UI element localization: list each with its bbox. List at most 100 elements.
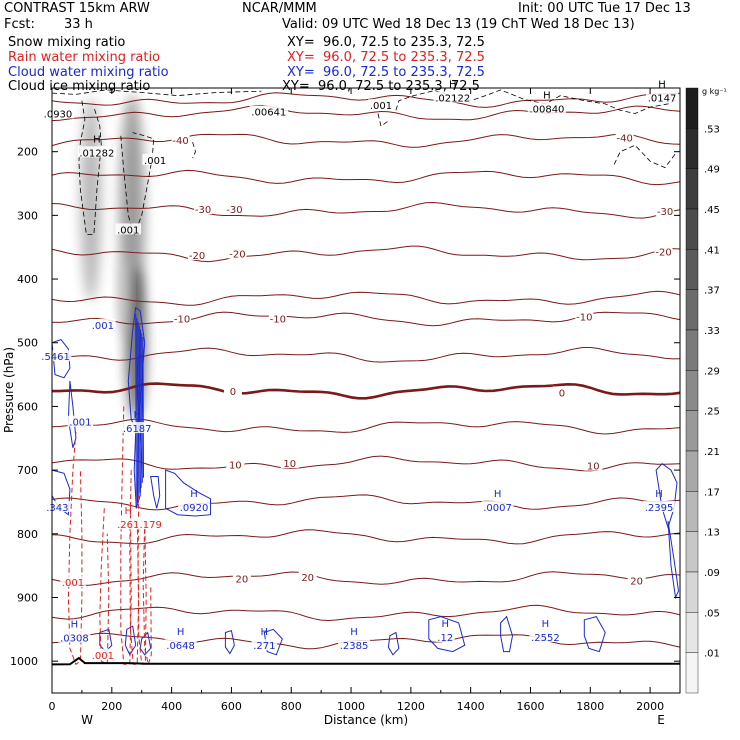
east-label: E — [657, 713, 665, 727]
colorbar-segment — [685, 612, 699, 653]
temperature-label-bg — [223, 385, 242, 397]
cloud-water-core — [136, 317, 139, 504]
ice-contour — [395, 89, 678, 114]
annotation-bg — [67, 415, 94, 427]
high-marker: H — [658, 80, 666, 91]
high-marker: H — [133, 410, 141, 421]
high-marker: H — [124, 506, 132, 517]
fcst-label: Fcst: — [4, 17, 35, 32]
colorbar-label: .49 — [704, 165, 720, 176]
temperature-label-bg — [584, 459, 603, 471]
ice-contour — [377, 113, 391, 127]
high-marker: H — [543, 90, 551, 101]
temperature-label-bg — [171, 134, 190, 146]
annotation-bg — [251, 639, 278, 651]
cloud-water-contour — [67, 380, 77, 448]
extremum-value: .0930 — [44, 109, 73, 120]
snow-shading-area — [117, 259, 130, 337]
x-tick-label: 1200 — [397, 700, 425, 713]
colorbar-label: .41 — [704, 245, 720, 256]
x-tick-label: 1800 — [576, 700, 604, 713]
temperature-contour — [51, 201, 681, 219]
temperature-label: 20 — [236, 574, 249, 585]
cloud-water-core — [137, 321, 140, 499]
annotation-bg — [44, 501, 71, 513]
ice-contour — [613, 144, 678, 169]
temperature-label: -20 — [229, 250, 245, 261]
extremum-value: .001 — [92, 651, 114, 662]
rain-contour — [120, 406, 132, 665]
annotation-bg — [137, 518, 164, 530]
temperature-label-bg — [232, 572, 251, 584]
annotation-bg — [121, 422, 154, 434]
cloud-water-contour — [124, 625, 137, 656]
annotation-bg — [368, 99, 394, 111]
annotation-bg — [115, 223, 142, 235]
annotation-bg — [529, 630, 562, 642]
extremum-value: .00641 — [251, 108, 286, 119]
colorbar-segment — [685, 168, 699, 210]
cloud-water-core — [138, 325, 141, 494]
colorbar-label: .17 — [704, 487, 720, 498]
high-marker: H — [449, 80, 457, 91]
cloud-water-contour — [667, 521, 680, 600]
ice-contour — [51, 89, 262, 97]
cloud-water-contour — [51, 339, 71, 379]
annotation-bg — [646, 91, 679, 103]
cloud-water-core — [135, 314, 137, 509]
colorbar-label: .05 — [704, 608, 720, 619]
temperature-label-bg — [615, 131, 634, 143]
colorbar-segment — [685, 370, 699, 411]
colorbar-segment — [685, 329, 699, 371]
ice-contour — [192, 141, 196, 159]
colorbar-unit: g kg⁻¹ — [702, 87, 727, 96]
y-tick-label: 1000 — [10, 655, 38, 668]
temperature-label: 10 — [283, 459, 296, 470]
temperature-label: -40 — [172, 136, 188, 147]
x-tick-label: 200 — [101, 700, 122, 713]
annotation-bg — [643, 501, 676, 513]
colorbar-segment — [685, 87, 699, 129]
x-tick-label: 0 — [49, 700, 56, 713]
temperature-contour — [51, 104, 681, 122]
rain-contour — [67, 431, 83, 666]
temperature-label: 20 — [301, 573, 314, 584]
colorbar-segment — [685, 289, 699, 331]
colorbar-label: .29 — [704, 366, 720, 377]
extremum-value: .0007 — [483, 503, 512, 514]
colorbar-label: .45 — [704, 205, 720, 216]
colorbar-label: .09 — [704, 568, 720, 579]
field-name-cloud-water: Cloud water mixing ratio — [8, 65, 169, 80]
colorbar-segment — [685, 450, 699, 492]
temperature-contour — [51, 169, 681, 186]
temperature-contour — [51, 494, 681, 511]
cloud-water-contour — [387, 631, 400, 656]
extremum-value: .001 — [92, 321, 114, 332]
high-marker: H — [655, 489, 663, 500]
ice-contour — [78, 100, 102, 235]
x-tick-label: 2000 — [636, 700, 664, 713]
extremum-value: .00840 — [529, 104, 564, 115]
extremum-value: .343 — [46, 503, 68, 514]
temperature-label: -10 — [270, 315, 286, 326]
ice-contour — [120, 132, 155, 236]
temperature-label-bg — [280, 457, 299, 469]
valid-time: Valid: 09 UTC Wed 18 Dec 13 (19 ChT Wed … — [282, 17, 635, 32]
cloud-water-contour — [165, 469, 211, 517]
temperature-contour — [51, 92, 681, 108]
center-name: NCAR/MMM — [242, 1, 317, 16]
field-xy-rain: XY= 96.0, 72.5 to 235.3, 72.5 — [287, 50, 485, 65]
colorbar-label: .25 — [704, 407, 720, 418]
colorbar-segment — [685, 410, 699, 452]
annotation-bg — [58, 631, 91, 643]
extremum-value: .271 — [253, 641, 275, 652]
extremum-value: .0308 — [60, 634, 89, 645]
temperature-label-bg — [268, 312, 287, 324]
y-tick-label: 400 — [17, 273, 38, 286]
y-tick-label: 700 — [17, 464, 38, 477]
annotation-bg — [249, 105, 289, 117]
cloud-water-contour — [428, 616, 466, 653]
temperature-label-bg — [627, 574, 646, 586]
temperature-label-bg — [194, 203, 213, 214]
extremum-value: .001 — [144, 156, 166, 167]
